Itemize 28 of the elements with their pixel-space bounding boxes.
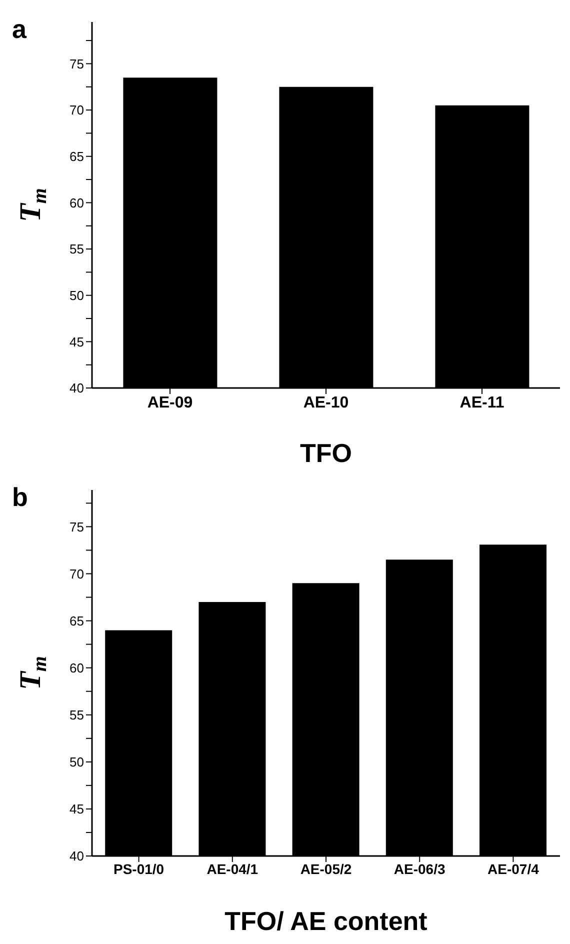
x-tick-label: AE-09 [147,394,193,412]
y-tick-label: 65 [70,148,84,164]
y-tick-label: 55 [70,707,84,722]
x-tick-label: AE-05/2 [300,860,352,877]
y-tick-label: 45 [70,802,84,817]
x-tick-label: PS-01/0 [114,860,164,877]
x-axis-title: TFO [300,438,352,468]
y-tick-label: 60 [70,660,84,676]
y-tick-label: 75 [70,56,84,72]
x-tick-label: AE-10 [303,394,349,412]
x-tick-label: AE-11 [460,394,504,412]
x-tick-label: AE-06/3 [394,860,446,877]
x-axis-title: TFO/ AE content [224,906,428,936]
y-tick-label: 65 [70,613,84,628]
chart-title: b [12,482,28,513]
chart-title: a [12,14,26,45]
y-tick-label: 55 [70,242,84,257]
x-tick-label: AE-04/1 [206,860,258,877]
x-tick-label: AE-07/4 [488,860,540,877]
y-tick-label: 60 [70,195,84,210]
y-tick-label: 50 [70,754,84,770]
y-tick-label: 70 [70,566,84,582]
y-tick-label: 75 [70,519,84,534]
y-tick-label: 50 [70,288,84,303]
y-tick-label: 40 [70,848,84,864]
y-tick-label: 45 [70,334,84,350]
y-tick-label: 40 [70,380,84,396]
y-tick-label: 70 [70,102,84,118]
